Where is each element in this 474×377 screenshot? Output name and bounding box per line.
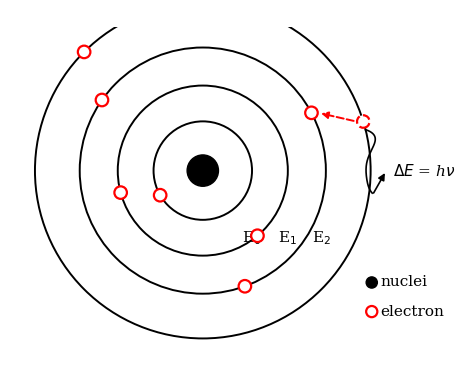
Circle shape [154,189,166,201]
Text: E$_2$: E$_2$ [312,229,331,247]
Circle shape [251,230,264,242]
Circle shape [357,115,370,128]
Circle shape [305,107,318,119]
Circle shape [366,306,377,317]
Circle shape [78,46,91,58]
Text: E$_0$: E$_0$ [242,229,262,247]
Text: $\Delta E$ = h$\nu$: $\Delta E$ = h$\nu$ [393,162,456,179]
Text: electron: electron [381,305,445,319]
Circle shape [238,280,251,293]
Circle shape [187,155,219,186]
Circle shape [114,186,127,199]
Text: E$_1$: E$_1$ [278,229,297,247]
Text: nuclei: nuclei [381,276,428,290]
Circle shape [96,94,108,106]
Circle shape [366,277,377,288]
